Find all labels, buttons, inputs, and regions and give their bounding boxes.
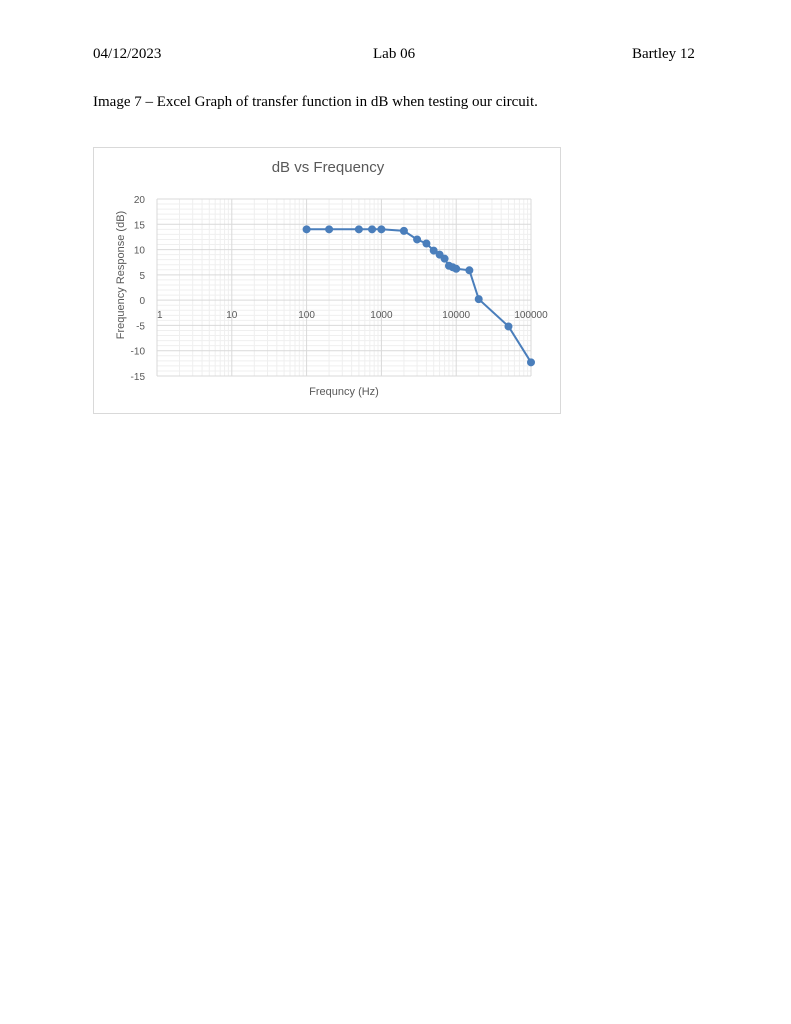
chart-title: dB vs Frequency <box>272 159 385 176</box>
y-tick-label: -5 <box>136 321 145 332</box>
x-tick-label: 1 <box>157 310 163 321</box>
data-point <box>422 239 431 248</box>
data-point <box>504 322 513 331</box>
y-axis-label: Frequency Response (dB) <box>115 211 127 339</box>
x-tick-label: 10 <box>226 310 238 321</box>
data-point <box>354 225 363 234</box>
y-tick-label: -10 <box>131 347 146 358</box>
chart-frame: 20 15 10 5 0 -5 -10 -15 1 10 100 1000 10000 100000 d… <box>93 147 561 414</box>
y-tick-label: 15 <box>134 220 146 231</box>
db-frequency-chart: 20 15 10 5 0 -5 -10 -15 1 10 100 1000 10000 100000 d… <box>115 159 548 398</box>
x-tick-label: 100 <box>298 310 315 321</box>
x-tick-labels: 1 10 100 1000 10000 100000 <box>157 310 548 321</box>
data-point <box>465 266 474 275</box>
y-tick-labels: 20 15 10 5 0 -5 -10 -15 <box>131 195 146 383</box>
x-tick-label: 100000 <box>514 310 548 321</box>
data-point <box>368 225 377 234</box>
x-axis-label: Frequncy (Hz) <box>309 386 379 398</box>
page-header: 04/12/2023 Lab 06 Bartley 12 <box>0 46 791 68</box>
header-lab: Lab 06 <box>373 46 416 62</box>
y-tick-label: 0 <box>139 296 145 307</box>
y-tick-label: 5 <box>139 271 145 282</box>
data-point <box>413 235 422 244</box>
header-date: 04/12/2023 <box>93 46 162 62</box>
minor-grid <box>157 199 531 376</box>
data-point <box>399 226 408 235</box>
figure-caption: Image 7 – Excel Graph of transfer functi… <box>93 94 538 110</box>
header-page: Bartley 12 <box>632 46 695 62</box>
data-point <box>302 225 311 234</box>
data-point <box>377 225 386 234</box>
data-point <box>527 358 535 367</box>
data-point <box>474 295 483 304</box>
x-tick-label: 10000 <box>442 310 470 321</box>
data-point <box>452 264 461 273</box>
series-line-group <box>302 225 535 367</box>
data-point <box>429 246 438 255</box>
y-tick-label: 10 <box>134 246 146 257</box>
data-point <box>440 254 449 263</box>
data-point <box>325 225 334 234</box>
y-tick-label: 20 <box>134 195 146 206</box>
y-tick-label: -15 <box>131 372 146 383</box>
x-tick-label: 1000 <box>370 310 393 321</box>
